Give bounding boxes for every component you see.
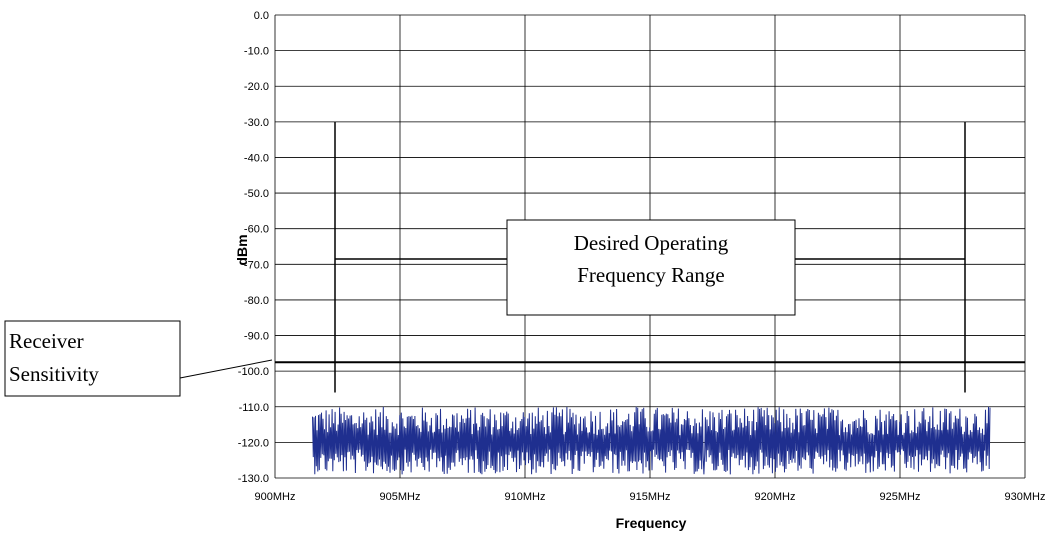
y-tick-label: -10.0 bbox=[244, 46, 269, 58]
sensitivity-annotation-line2: Sensitivity bbox=[9, 362, 99, 386]
y-axis-title: dBm bbox=[234, 234, 250, 265]
y-tick-labels: 0.0 -10.0 -20.0 -30.0 -40.0 -50.0 -60.0 -70.0 -8… bbox=[238, 10, 269, 485]
y-tick-label: -20.0 bbox=[244, 81, 269, 93]
sensitivity-annotation-line1: Receiver bbox=[9, 329, 84, 353]
y-tick-label: -80.0 bbox=[244, 295, 269, 307]
sensitivity-annotation-box bbox=[4, 320, 181, 397]
x-tick-label: 900MHz bbox=[255, 491, 296, 503]
y-tick-label: -120.0 bbox=[238, 437, 269, 449]
x-tick-label: 905MHz bbox=[380, 491, 421, 503]
range-annotation-line2: Frequency Range bbox=[577, 263, 725, 287]
x-tick-label: 910MHz bbox=[505, 491, 546, 503]
x-tick-label: 925MHz bbox=[880, 491, 921, 503]
y-tick-label: -40.0 bbox=[244, 152, 269, 164]
y-tick-label: -30.0 bbox=[244, 117, 269, 129]
y-tick-label: 0.0 bbox=[254, 10, 269, 22]
y-tick-label: -110.0 bbox=[239, 402, 269, 414]
y-tick-label: -130.0 bbox=[238, 473, 269, 485]
noise-floor-series bbox=[312, 406, 991, 475]
range-annotation-line1: Desired Operating bbox=[574, 231, 729, 255]
x-tick-labels: 900MHz 905MHz 910MHz 915MHz 920MHz 925MHz 930M… bbox=[255, 491, 1046, 503]
x-axis-title: Frequency bbox=[616, 515, 687, 531]
y-tick-label: -100.0 bbox=[238, 366, 269, 378]
x-tick-label: 920MHz bbox=[755, 491, 796, 503]
y-tick-label: -50.0 bbox=[244, 188, 269, 200]
x-tick-label: 930MHz bbox=[1005, 491, 1046, 503]
y-tick-label: -60.0 bbox=[244, 224, 269, 236]
sensitivity-callout-leader bbox=[179, 359, 273, 379]
y-tick-label: -90.0 bbox=[244, 331, 269, 343]
range-annotation-box bbox=[506, 219, 796, 316]
x-tick-label: 915MHz bbox=[630, 491, 671, 503]
y-tick-label: -70.0 bbox=[244, 259, 269, 271]
